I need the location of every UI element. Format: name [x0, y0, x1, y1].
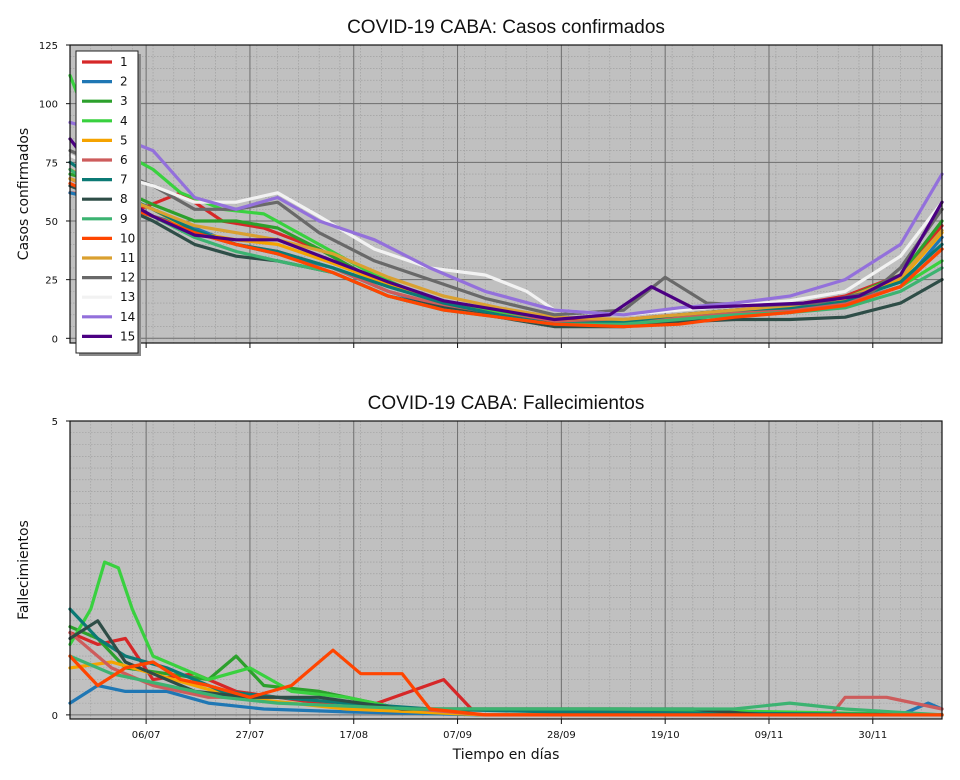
legend-box	[75, 50, 139, 354]
x-tick-label: 09/11	[755, 730, 784, 741]
x-tick-label: 19/10	[651, 730, 680, 741]
legend-label-12: 12	[120, 271, 135, 285]
legend-label-9: 9	[120, 212, 128, 226]
y-axis-label: Fallecimientos	[16, 520, 32, 620]
series-line-14	[68, 120, 944, 317]
y-tick-label: 75	[45, 158, 58, 169]
series-lines	[68, 560, 944, 717]
x-tick-label: 28/09	[547, 730, 576, 741]
series-line-9	[68, 654, 944, 717]
legend-label-2: 2	[120, 75, 128, 89]
y-tick-label: 0	[52, 711, 58, 722]
legend-label-11: 11	[120, 251, 135, 265]
series-line-10	[68, 648, 944, 717]
x-tick-label: 27/07	[236, 730, 265, 741]
chart-title: COVID-19 CABA: Fallecimientos	[368, 393, 645, 414]
x-tick-label: 06/07	[132, 730, 161, 741]
y-tick-label: 5	[52, 417, 58, 428]
legend-label-1: 1	[120, 55, 128, 69]
series-lines	[68, 73, 944, 329]
x-tick-label: 17/08	[339, 730, 368, 741]
y-tick-label: 50	[45, 217, 58, 228]
y-axis-label: Casos confirmados	[16, 128, 32, 260]
y-tick-label: 100	[39, 100, 58, 111]
legend-label-10: 10	[120, 231, 135, 245]
series-line-15	[68, 137, 944, 322]
x-tick-label: 07/09	[443, 730, 472, 741]
plot-background	[70, 421, 942, 719]
series-line-7	[68, 160, 944, 326]
legend-label-6: 6	[120, 153, 128, 167]
legend-label-14: 14	[120, 310, 135, 324]
legend-label-4: 4	[120, 114, 128, 128]
legend-label-15: 15	[120, 329, 135, 343]
x-tick-label: 30/11	[858, 730, 887, 741]
plot-frame	[69, 420, 943, 720]
legend-label-13: 13	[120, 290, 135, 304]
legend-label-5: 5	[120, 133, 128, 147]
series-line-2	[68, 683, 944, 717]
plot-frame	[69, 44, 943, 344]
y-tick-label: 25	[45, 276, 58, 287]
series-line-10	[68, 181, 944, 329]
legend-label-3: 3	[120, 94, 128, 108]
series-line-13	[68, 153, 944, 317]
legend-label-8: 8	[120, 192, 128, 206]
series-line-12	[68, 149, 944, 317]
legend-label-7: 7	[120, 173, 128, 187]
x-axis-label: Tiempo en días	[452, 747, 560, 763]
y-tick-label: 125	[39, 41, 58, 52]
chart-title: COVID-19 CABA: Casos confirmados	[347, 17, 665, 38]
y-tick-label: 0	[52, 334, 58, 345]
deaths-panel: 0 5 06/07 27/07 17/08 07/09 28/09 19/10 09/11 30/…	[16, 393, 944, 763]
